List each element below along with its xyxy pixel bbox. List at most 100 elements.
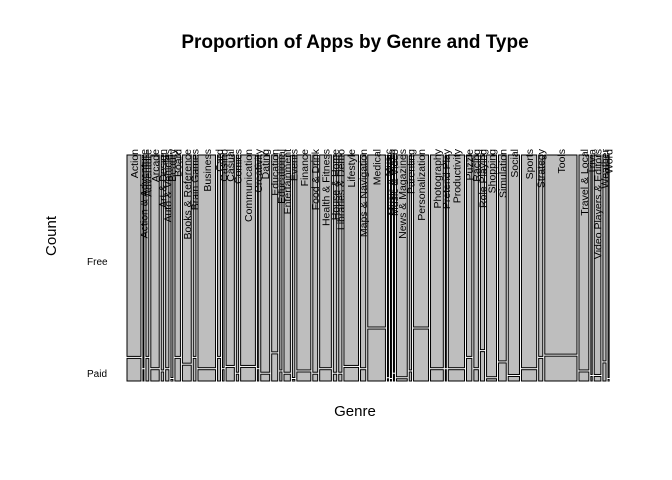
tile-paid-comics xyxy=(235,373,240,382)
tick-label-racing: Racing xyxy=(471,149,483,182)
tile-paid-arcade xyxy=(150,369,160,382)
tick-label-personalization: Personalization xyxy=(416,149,428,221)
tile-paid-lifestyle xyxy=(343,366,360,382)
tile-free-pretend-play xyxy=(444,154,447,369)
tick-label-tools: Tools xyxy=(556,149,568,174)
tile-free-medical xyxy=(367,154,386,328)
tile-free-productivity xyxy=(447,154,466,369)
tick-label-medical: Medical xyxy=(372,149,384,185)
tick-label-weather: Weather xyxy=(600,149,612,189)
tick-label-lifestyle: Lifestyle xyxy=(346,149,358,188)
tick-label-creativity: Creativity xyxy=(253,148,265,193)
tick-label-social: Social xyxy=(509,149,521,178)
tile-paid-tools xyxy=(544,355,578,382)
tile-paid-brain-games xyxy=(192,357,197,382)
tile-paid-photography xyxy=(430,369,444,382)
tick-label-photography: Photography xyxy=(432,148,444,208)
tick-label-role-playing: Role Playing xyxy=(478,149,490,208)
tile-free-action xyxy=(126,154,142,357)
tile-free-board xyxy=(174,154,181,357)
tile-free-events xyxy=(291,154,296,378)
tile-free-sports xyxy=(520,154,538,369)
y-level-free: Free xyxy=(87,257,108,268)
tile-paid-social xyxy=(507,375,520,382)
tile-free-tools xyxy=(544,154,578,355)
tile-free-weather xyxy=(602,154,607,362)
tile-paid-communication xyxy=(240,366,256,382)
tile-paid-sports xyxy=(520,369,538,382)
tick-label-word: Word xyxy=(604,149,616,174)
tick-label-brain-games: Brain Games xyxy=(190,149,202,210)
tick-label-educational: Educational xyxy=(276,149,288,204)
y-axis-title: Count xyxy=(43,215,60,256)
chart-title: Proportion of Apps by Genre and Type xyxy=(181,32,528,53)
tick-label-news-magazines: News & Magazines xyxy=(397,149,409,239)
x-axis-title: Genre xyxy=(334,403,376,420)
tile-paid-music xyxy=(386,378,389,382)
tile-paid-educational xyxy=(279,371,283,382)
tile-paid-maps-navigation xyxy=(360,369,367,382)
tile-free-libraries-demo xyxy=(338,154,343,373)
tile-free-travel-local xyxy=(578,154,590,371)
mosaic-tiles xyxy=(126,154,610,382)
tile-paid-card xyxy=(217,357,221,382)
tick-label-health-fitness: Health & Fitness xyxy=(321,149,333,226)
tile-paid-weather xyxy=(602,362,607,382)
tile-free-puzzle xyxy=(466,154,473,357)
tile-free-music-video xyxy=(392,154,395,373)
tile-free-personalization xyxy=(413,154,430,328)
tile-paid-music-video xyxy=(392,373,395,382)
tile-paid-music-audio xyxy=(389,379,392,382)
tile-free-action-adventure xyxy=(142,154,145,369)
tile-paid-action xyxy=(126,357,142,382)
tile-paid-travel-local xyxy=(578,371,590,382)
tile-free-casual xyxy=(225,154,235,366)
tile-paid-auto-vehicles xyxy=(165,369,170,382)
tick-label-travel-local: Travel & Local xyxy=(579,149,591,216)
tile-free-racing xyxy=(473,154,479,369)
tick-label-strategy: Strategy xyxy=(536,148,548,188)
tick-label-shopping: Shopping xyxy=(487,149,499,194)
tile-free-parenting xyxy=(408,154,413,371)
tick-label-maps-navigation: Maps & Navigation xyxy=(358,149,370,237)
tile-paid-creativity xyxy=(256,369,260,382)
tile-paid-books-reference xyxy=(181,364,192,382)
tick-label-entertainment: Entertainment xyxy=(282,149,294,214)
tile-paid-business xyxy=(197,369,217,382)
tile-free-lifestyle xyxy=(343,154,360,366)
tick-label-education: Education xyxy=(270,149,282,196)
tile-free-comics xyxy=(235,154,240,373)
tile-free-photography xyxy=(430,154,444,369)
tile-paid-strategy xyxy=(538,357,544,382)
tile-free-simulation xyxy=(498,154,507,362)
tile-free-art-design xyxy=(160,154,165,371)
tile-paid-entertainment xyxy=(283,373,291,382)
tile-free-educational xyxy=(279,154,283,371)
tick-label-books-reference: Books & Reference xyxy=(182,149,194,240)
tile-free-trivia xyxy=(590,154,593,375)
tick-label-action-adventure: Action & Adventure xyxy=(138,149,150,238)
tile-paid-house-home xyxy=(332,373,338,382)
tile-free-health-fitness xyxy=(319,154,332,369)
tile-paid-finance xyxy=(296,371,312,382)
tile-paid-word xyxy=(607,379,610,382)
tile-paid-racing xyxy=(473,369,479,382)
tile-paid-trivia xyxy=(590,375,593,382)
tile-free-shopping xyxy=(486,154,498,378)
tick-label-dating: Dating xyxy=(260,149,272,180)
tile-free-entertainment xyxy=(283,154,291,373)
tile-paid-board xyxy=(174,357,181,382)
tick-label-libraries-demo: Libraries & Demo xyxy=(335,149,347,230)
tile-free-brain-games xyxy=(192,154,197,357)
tick-label-comics: Comics xyxy=(233,149,245,184)
tick-label-parenting: Parenting xyxy=(405,149,417,194)
tile-free-books-reference xyxy=(181,154,192,364)
tile-paid-casino xyxy=(221,369,225,382)
tile-free-adventure xyxy=(145,154,150,357)
tile-paid-education xyxy=(271,353,279,382)
tile-paid-art-design xyxy=(160,371,165,382)
tile-paid-productivity xyxy=(447,369,466,382)
tick-label-communication: Communication xyxy=(243,149,255,222)
tile-paid-health-fitness xyxy=(319,369,332,382)
